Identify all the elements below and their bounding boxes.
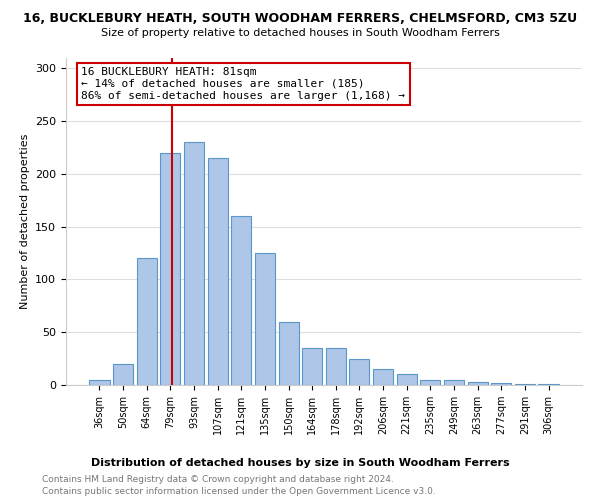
Text: Size of property relative to detached houses in South Woodham Ferrers: Size of property relative to detached ho… bbox=[101, 28, 499, 38]
Bar bbox=[113, 364, 133, 385]
Bar bbox=[538, 384, 559, 385]
Text: Distribution of detached houses by size in South Woodham Ferrers: Distribution of detached houses by size … bbox=[91, 458, 509, 468]
Bar bbox=[89, 380, 110, 385]
Bar bbox=[491, 383, 511, 385]
Bar bbox=[231, 216, 251, 385]
Bar bbox=[467, 382, 488, 385]
Bar bbox=[184, 142, 204, 385]
Bar bbox=[208, 158, 228, 385]
Bar bbox=[278, 322, 299, 385]
Text: Contains HM Land Registry data © Crown copyright and database right 2024.: Contains HM Land Registry data © Crown c… bbox=[42, 475, 394, 484]
Bar bbox=[349, 358, 370, 385]
Bar bbox=[255, 253, 275, 385]
Bar bbox=[160, 152, 181, 385]
Bar bbox=[373, 369, 393, 385]
Bar bbox=[397, 374, 417, 385]
Text: 16 BUCKLEBURY HEATH: 81sqm
← 14% of detached houses are smaller (185)
86% of sem: 16 BUCKLEBURY HEATH: 81sqm ← 14% of deta… bbox=[82, 68, 406, 100]
Bar bbox=[420, 380, 440, 385]
Text: Contains public sector information licensed under the Open Government Licence v3: Contains public sector information licen… bbox=[42, 487, 436, 496]
Bar bbox=[515, 384, 535, 385]
Bar bbox=[137, 258, 157, 385]
Y-axis label: Number of detached properties: Number of detached properties bbox=[20, 134, 29, 309]
Bar bbox=[444, 380, 464, 385]
Bar bbox=[302, 348, 322, 385]
Text: 16, BUCKLEBURY HEATH, SOUTH WOODHAM FERRERS, CHELMSFORD, CM3 5ZU: 16, BUCKLEBURY HEATH, SOUTH WOODHAM FERR… bbox=[23, 12, 577, 26]
Bar bbox=[326, 348, 346, 385]
